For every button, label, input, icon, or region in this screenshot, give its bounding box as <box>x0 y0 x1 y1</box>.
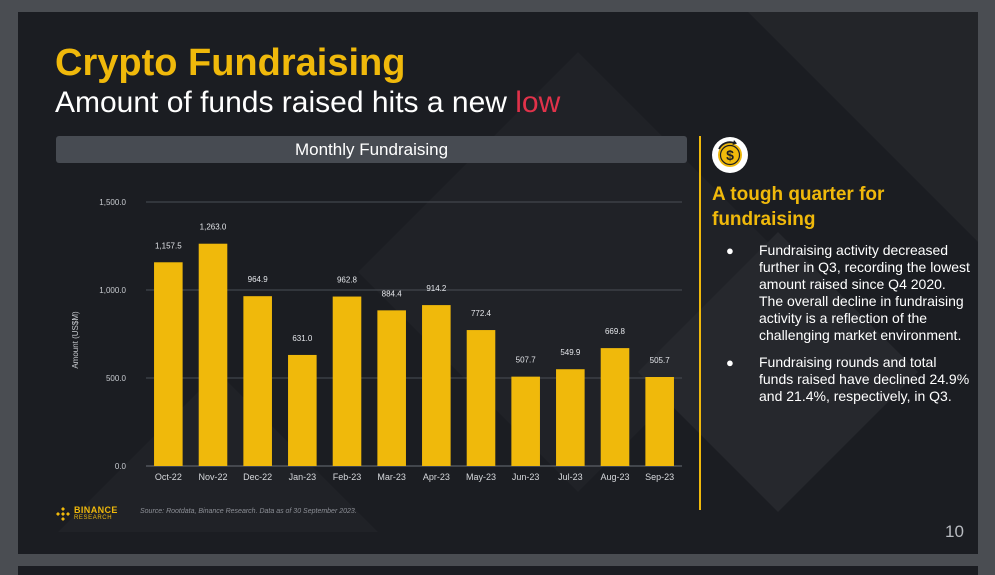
bar <box>332 296 362 466</box>
bullet-item: ● Fundraising activity decreased further … <box>724 242 972 344</box>
bullet-text: Fundraising rounds and total funds raise… <box>759 354 970 404</box>
page-title: Crypto Fundraising <box>55 42 406 84</box>
bar <box>243 296 272 466</box>
bullet-dot-icon: ● <box>726 243 734 258</box>
side-panel-bullets: ● Fundraising activity decreased further … <box>724 242 972 415</box>
subtitle-accent-word: low <box>515 86 561 119</box>
slide: Crypto Fundraising Amount of funds raise… <box>18 12 978 554</box>
x-axis-labels: Oct-22 Nov-22 Dec-22 Jan-23 Feb-23 Mar-23 Apr-… <box>155 472 674 482</box>
column-divider <box>699 136 701 510</box>
y-tick-label: 500.0 <box>106 374 127 383</box>
x-tick-label: Feb-23 <box>333 472 362 482</box>
gridlines <box>146 201 682 467</box>
data-label: 884.4 <box>382 289 403 298</box>
bar <box>198 243 228 466</box>
x-tick-label: May-23 <box>466 472 496 482</box>
subtitle-text: Amount of funds raised hits a new <box>55 86 516 119</box>
source-note: Source: Rootdata, Binance Research. Data… <box>140 508 357 515</box>
data-label: 1,263.0 <box>200 223 227 232</box>
bar <box>377 310 406 466</box>
bar <box>556 369 585 466</box>
data-label: 914.2 <box>426 284 447 293</box>
data-label: 669.8 <box>605 327 626 336</box>
data-label: 505.7 <box>650 356 671 365</box>
bar <box>288 354 317 466</box>
x-tick-label: Nov-22 <box>198 472 227 482</box>
data-label: 631.0 <box>292 334 313 343</box>
data-label: 964.9 <box>248 275 269 284</box>
x-tick-label: Jul-23 <box>558 472 583 482</box>
binance-research-logo: BINANCE RESEARCH <box>55 504 135 524</box>
chart-header: Monthly Fundraising <box>56 136 687 163</box>
y-tick-label: 1,500.0 <box>99 198 126 207</box>
logo-subtitle: RESEARCH <box>74 515 113 521</box>
y-tick-label: 0.0 <box>115 462 127 471</box>
data-label: 507.7 <box>516 356 537 365</box>
bar <box>511 376 540 466</box>
x-tick-label: Jun-23 <box>512 472 540 482</box>
bar <box>154 262 183 466</box>
svg-text:$: $ <box>726 147 734 163</box>
y-tick-label: 1,000.0 <box>99 286 126 295</box>
value-labels: 1,157.5 1,263.0 964.9 631.0 962.8 884.4 914.2 7… <box>155 223 670 365</box>
bar <box>422 305 451 466</box>
x-tick-label: Apr-23 <box>423 472 450 482</box>
x-tick-label: Sep-23 <box>645 472 674 482</box>
data-label: 772.4 <box>471 309 492 318</box>
x-tick-label: Oct-22 <box>155 472 182 482</box>
logo-name: BINANCE <box>74 505 118 515</box>
next-slide-edge <box>18 566 978 575</box>
bar <box>645 376 674 466</box>
bar <box>600 348 630 466</box>
data-label: 962.8 <box>337 276 358 285</box>
side-panel-title: A tough quarter for fundraising <box>712 184 885 230</box>
bullet-text: Fundraising activity decreased further i… <box>759 242 970 343</box>
bar <box>466 330 496 466</box>
x-tick-label: Aug-23 <box>600 472 629 482</box>
data-label: 1,157.5 <box>155 241 182 250</box>
page-number: 10 <box>945 522 964 541</box>
bars <box>154 243 674 466</box>
x-tick-label: Dec-22 <box>243 472 272 482</box>
x-tick-label: Mar-23 <box>377 472 406 482</box>
bullet-item: ● Fundraising rounds and total funds rais… <box>724 354 972 405</box>
y-axis-label: Amount (US$M) <box>71 311 80 369</box>
data-label: 549.9 <box>560 348 581 357</box>
dollar-coin-icon: $ <box>712 137 748 173</box>
binance-diamond-icon <box>56 507 70 521</box>
x-tick-label: Jan-23 <box>289 472 317 482</box>
bullet-dot-icon: ● <box>726 355 734 370</box>
y-axis: 0.0 500.0 1,000.0 1,500.0 <box>99 198 126 471</box>
page-subtitle: Amount of funds raised hits a new low <box>55 88 560 118</box>
bar-chart: 0.0 500.0 1,000.0 1,500.0 Amount (US$M) 1,1… <box>71 198 682 482</box>
